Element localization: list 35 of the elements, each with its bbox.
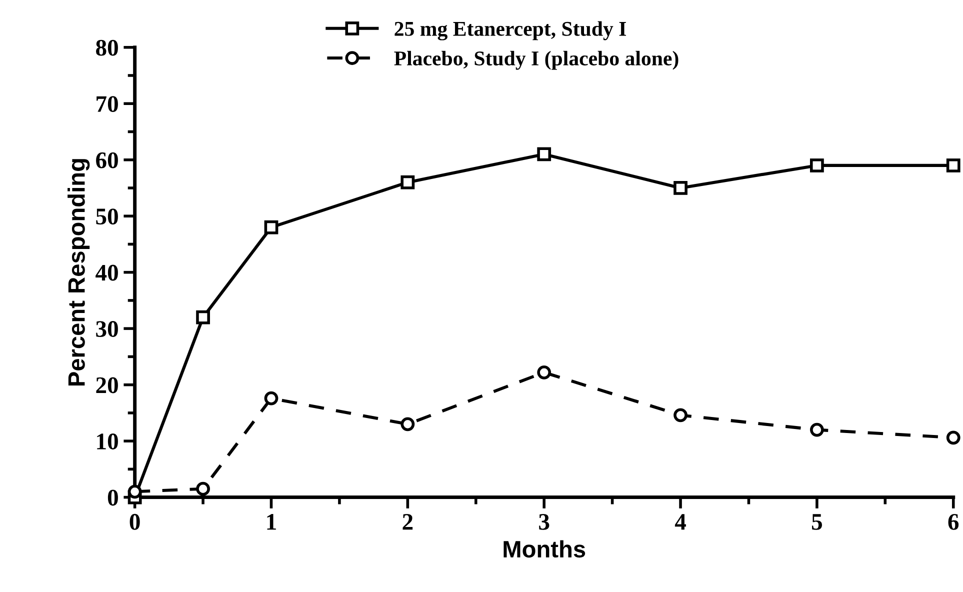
x-tick-label: 2 bbox=[402, 514, 413, 530]
y-tick-label: 40 bbox=[96, 264, 118, 281]
legend-label: Placebo, Study I (placebo alone) bbox=[394, 50, 678, 70]
y-tick-label: 70 bbox=[96, 96, 118, 112]
point bbox=[128, 484, 142, 499]
x-tick-label: 5 bbox=[812, 514, 822, 530]
point bbox=[810, 158, 824, 172]
x-tick-label: 3 bbox=[539, 514, 550, 530]
point bbox=[537, 365, 552, 380]
point bbox=[674, 408, 688, 422]
point bbox=[400, 417, 415, 432]
point bbox=[196, 310, 210, 324]
point bbox=[946, 158, 960, 172]
point bbox=[537, 147, 552, 162]
legend-label: 25 mg Etanercept, Study I bbox=[394, 21, 626, 40]
point bbox=[674, 181, 688, 195]
point bbox=[264, 391, 278, 406]
y-tick-label: 50 bbox=[96, 208, 118, 225]
y-tick-label: 10 bbox=[97, 434, 118, 450]
x-tick-label: 4 bbox=[674, 514, 686, 530]
point bbox=[400, 175, 415, 190]
y-tick-label: 0 bbox=[108, 490, 118, 506]
point bbox=[196, 482, 210, 496]
x-tick-label: 0 bbox=[130, 514, 140, 530]
x-tick-label: 6 bbox=[948, 514, 959, 530]
x-axis-title: Months bbox=[504, 540, 586, 558]
y-tick-label: 20 bbox=[96, 377, 118, 394]
y-tick-label: 30 bbox=[96, 321, 118, 337]
y-axis-title: Percent Responding bbox=[68, 159, 90, 386]
point bbox=[946, 430, 960, 445]
point bbox=[810, 422, 824, 437]
y-tick-label: 60 bbox=[96, 152, 118, 168]
point bbox=[264, 220, 278, 234]
x-tick-label: 1 bbox=[267, 514, 276, 530]
y-tick-label: 80 bbox=[96, 40, 118, 56]
